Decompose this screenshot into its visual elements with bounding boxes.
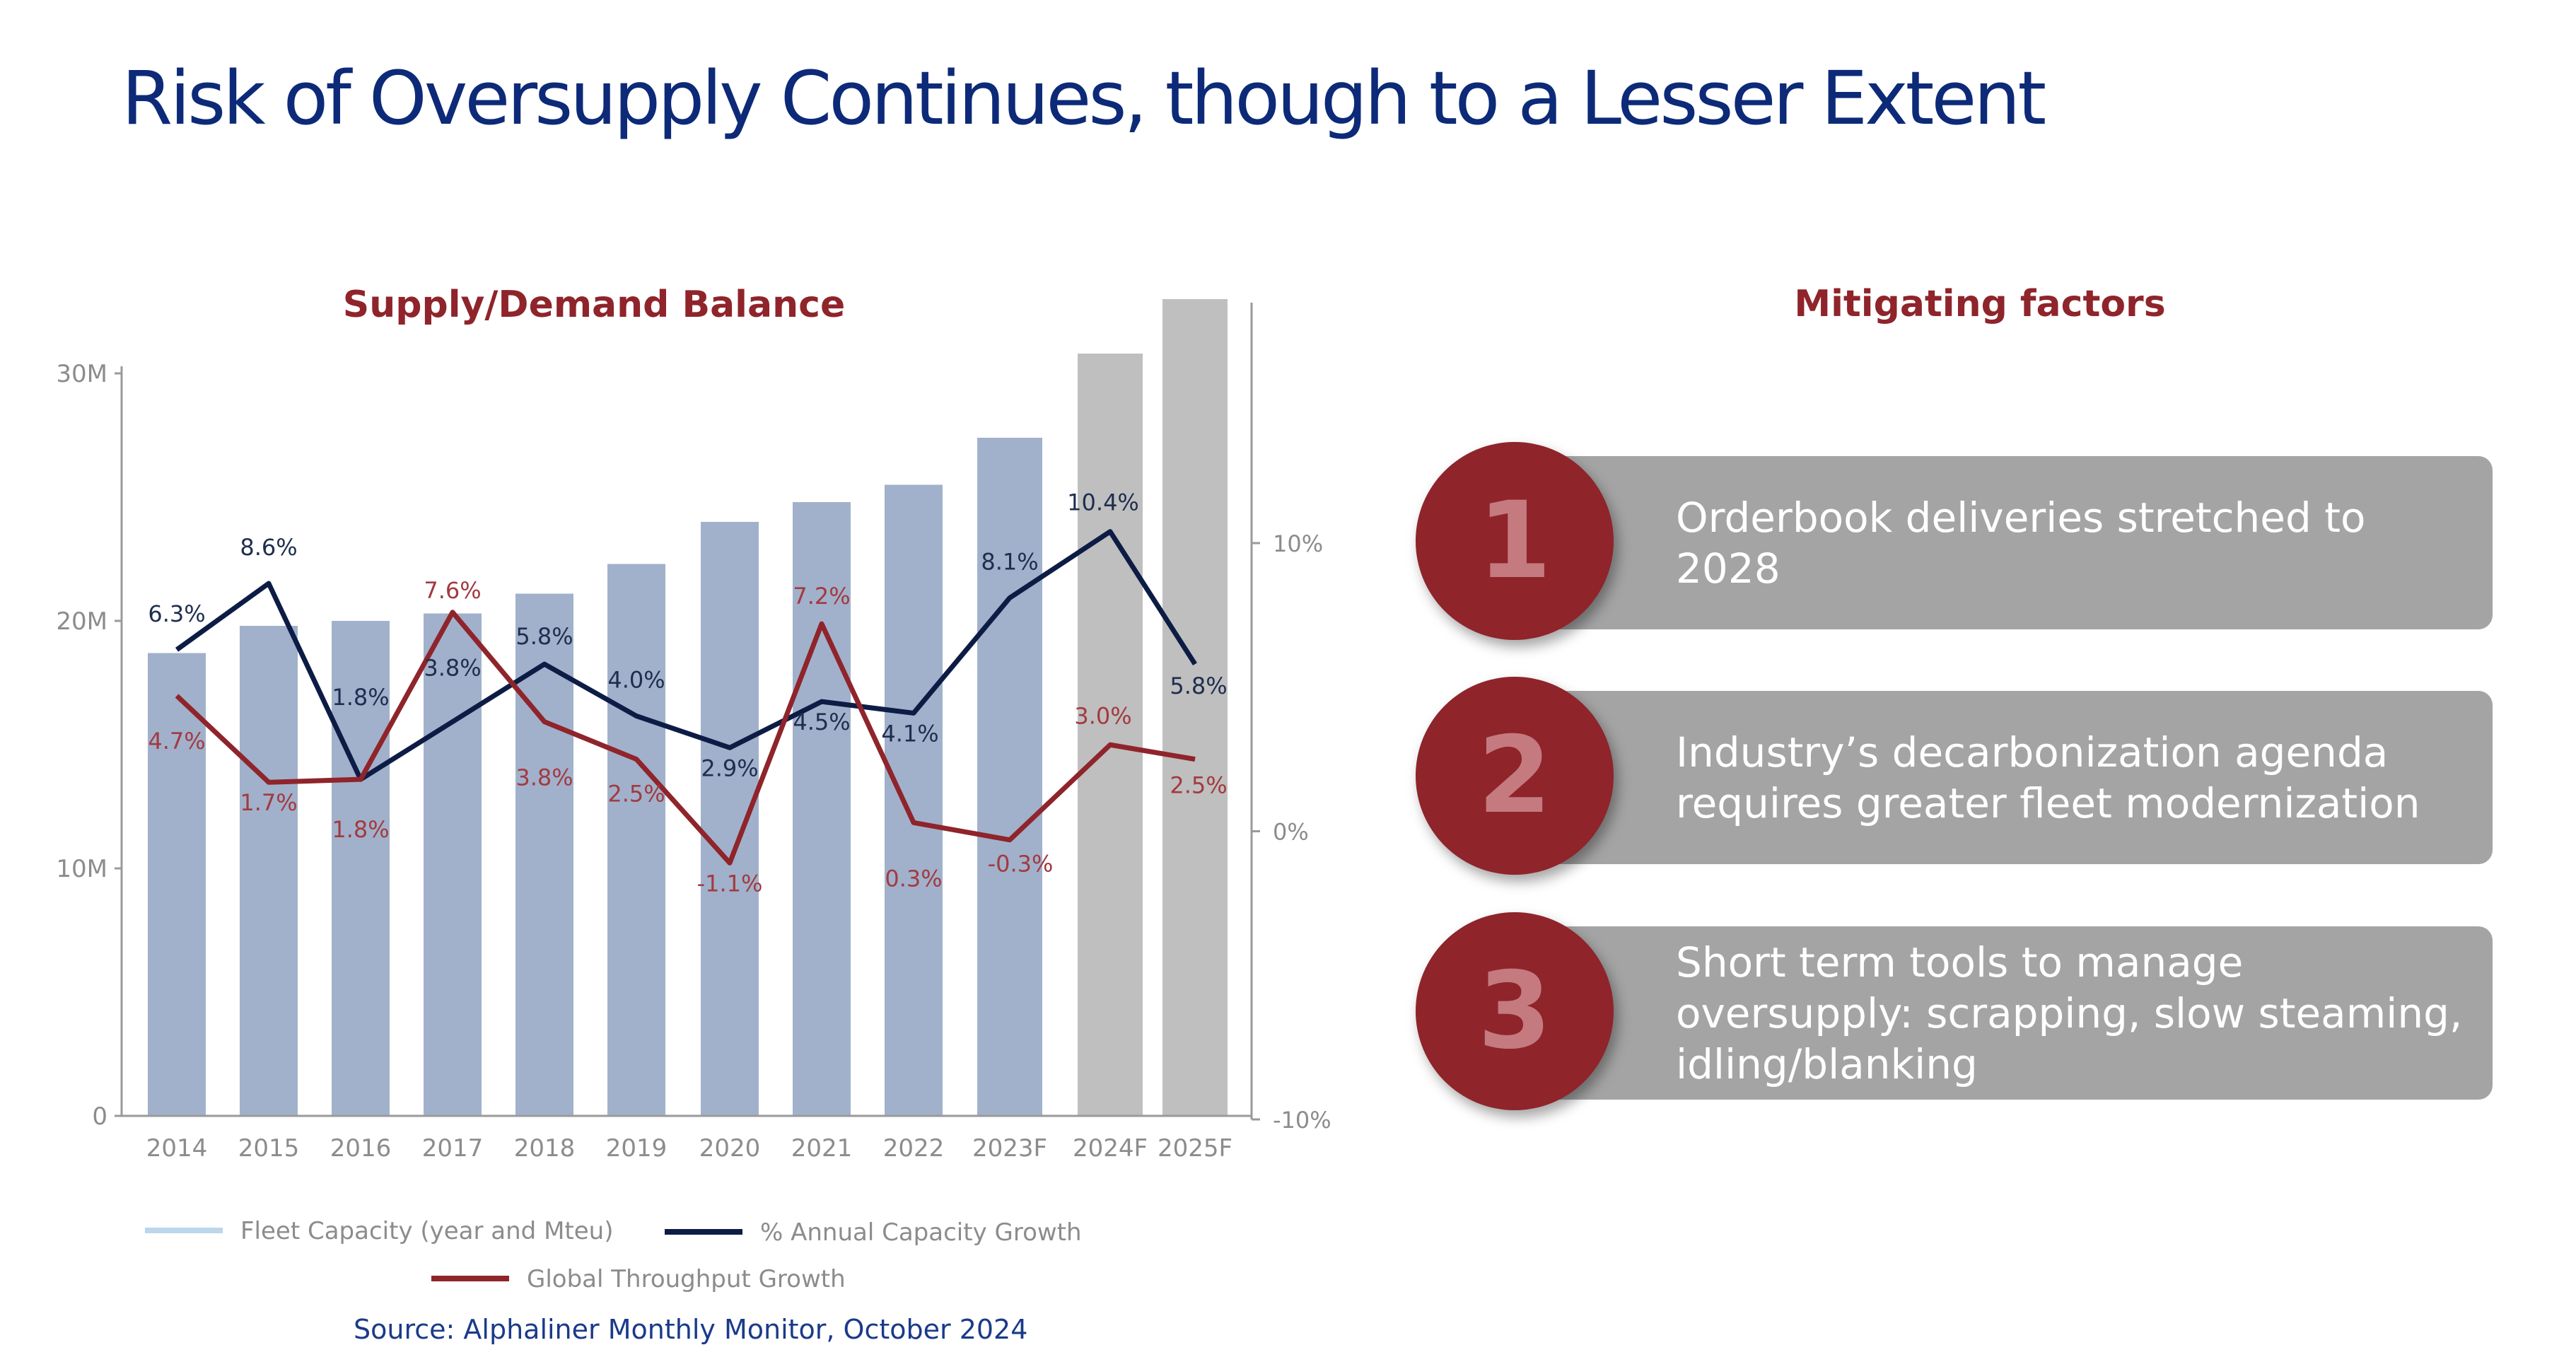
capacity-growth-label: 4.1% <box>881 720 938 747</box>
left-tick-label: 30M <box>56 360 107 388</box>
x-tick-label: 2023F <box>972 1134 1047 1163</box>
factor-3-badge: 3 <box>1416 912 1614 1110</box>
factor-1-panel <box>1541 456 2493 629</box>
capacity-growth-label: 2.9% <box>701 755 758 781</box>
bar-2022 <box>885 484 943 1116</box>
throughput-growth-label: 1.7% <box>240 789 297 816</box>
throughput-growth-label: 1.8% <box>332 816 389 843</box>
throughput-growth-label: -0.3% <box>988 851 1054 878</box>
throughput-growth-label: 3.8% <box>515 764 573 791</box>
factor-1-badge: 1 <box>1416 442 1614 640</box>
bar-2023F <box>977 438 1042 1116</box>
throughput-growth-label: 3.0% <box>1074 702 1131 729</box>
x-tick-label: 2017 <box>422 1134 484 1163</box>
x-tick-label: 2025F <box>1158 1134 1232 1163</box>
bar-2024F <box>1078 354 1143 1116</box>
right-tick-label: 0% <box>1273 819 1309 846</box>
factor-3-panel <box>1541 926 2493 1100</box>
capacity-growth-label: 5.8% <box>515 623 573 650</box>
factor-1: 1 Orderbook deliveries stretched to 2028 <box>1414 442 2493 640</box>
factor-2-badge: 2 <box>1416 677 1614 875</box>
throughput-growth-line <box>175 610 1196 866</box>
factor-1-number: 1 <box>1477 479 1552 602</box>
factor-2-text: Industry’s decarbonization agenda requir… <box>1676 728 2420 827</box>
bar-2021 <box>793 502 851 1116</box>
throughput-growth-label: 7.6% <box>424 577 481 604</box>
bar-2020 <box>701 522 759 1116</box>
capacity-growth-label: 8.6% <box>240 534 297 561</box>
source-note: Source: Alphaliner Monthly Monitor, Octo… <box>354 1314 1028 1345</box>
right-tick-label: 10% <box>1273 530 1323 557</box>
x-tick-label: 2019 <box>606 1134 668 1163</box>
factor-1-text: Orderbook deliveries stretched to 2028 <box>1676 493 2366 593</box>
x-tick-label: 2016 <box>330 1134 392 1163</box>
bar-2014 <box>148 653 206 1116</box>
chart-title: Supply/Demand Balance <box>343 284 845 326</box>
x-tick-label: 2018 <box>514 1134 576 1163</box>
capacity-growth-label: 6.3% <box>148 600 205 627</box>
factor-2-panel <box>1541 691 2493 864</box>
capacity-growth-label: 10.4% <box>1067 489 1139 516</box>
throughput-growth-label: 2.5% <box>607 781 665 808</box>
capacity-growth-label: 4.0% <box>607 667 665 694</box>
right-tick-label: -10% <box>1273 1107 1331 1134</box>
throughput-growth-label: 2.5% <box>1170 772 1227 799</box>
legend-label: Global Throughput Growth <box>527 1265 846 1293</box>
factor-2: 2 Industry’s decarbonization agenda requ… <box>1414 677 2493 875</box>
factor-3-number: 3 <box>1477 950 1552 1073</box>
mitigating-factors-title: Mitigating factors <box>1794 283 2166 325</box>
left-tick-label: 10M <box>56 855 107 883</box>
x-tick-label: 2021 <box>791 1134 853 1163</box>
x-tick-label: 2014 <box>146 1134 208 1163</box>
capacity-growth-label: 5.8% <box>1170 672 1227 699</box>
throughput-growth-label: 0.3% <box>885 865 942 892</box>
bar-2025F <box>1162 299 1228 1116</box>
legend-label: Fleet Capacity (year and Mteu) <box>240 1217 613 1245</box>
throughput-growth-label: 4.7% <box>148 728 205 755</box>
factor-3: 3 Short term tools to manage oversupply:… <box>1414 912 2493 1110</box>
bar-2018 <box>515 593 573 1116</box>
x-tick-label: 2020 <box>699 1134 761 1163</box>
x-tick-label: 2024F <box>1073 1134 1148 1163</box>
bar-2016 <box>332 621 390 1116</box>
throughput-growth-label: -1.1% <box>697 870 763 897</box>
capacity-growth-label: 8.1% <box>981 548 1038 575</box>
left-tick-label: 0 <box>92 1102 107 1131</box>
capacity-growth-label: 4.5% <box>793 709 850 735</box>
factor-2-number: 2 <box>1477 714 1552 837</box>
x-tick-label: 2015 <box>238 1134 300 1163</box>
legend-label: % Annual Capacity Growth <box>760 1218 1082 1247</box>
bar-2019 <box>607 564 665 1116</box>
throughput-growth-label: 7.2% <box>793 583 850 610</box>
capacity-growth-line <box>175 529 1197 782</box>
left-tick-label: 20M <box>56 607 107 636</box>
capacity-growth-label: 1.8% <box>332 684 389 711</box>
bar-2017 <box>424 613 482 1116</box>
capacity-growth-label: 3.8% <box>424 655 481 682</box>
x-tick-label: 2022 <box>883 1134 945 1163</box>
bar-2015 <box>240 626 298 1116</box>
slide-title: Risk of Oversupply Continues, though to … <box>122 55 2046 141</box>
factor-3-text: Short term tools to manage oversupply: s… <box>1676 938 2463 1088</box>
